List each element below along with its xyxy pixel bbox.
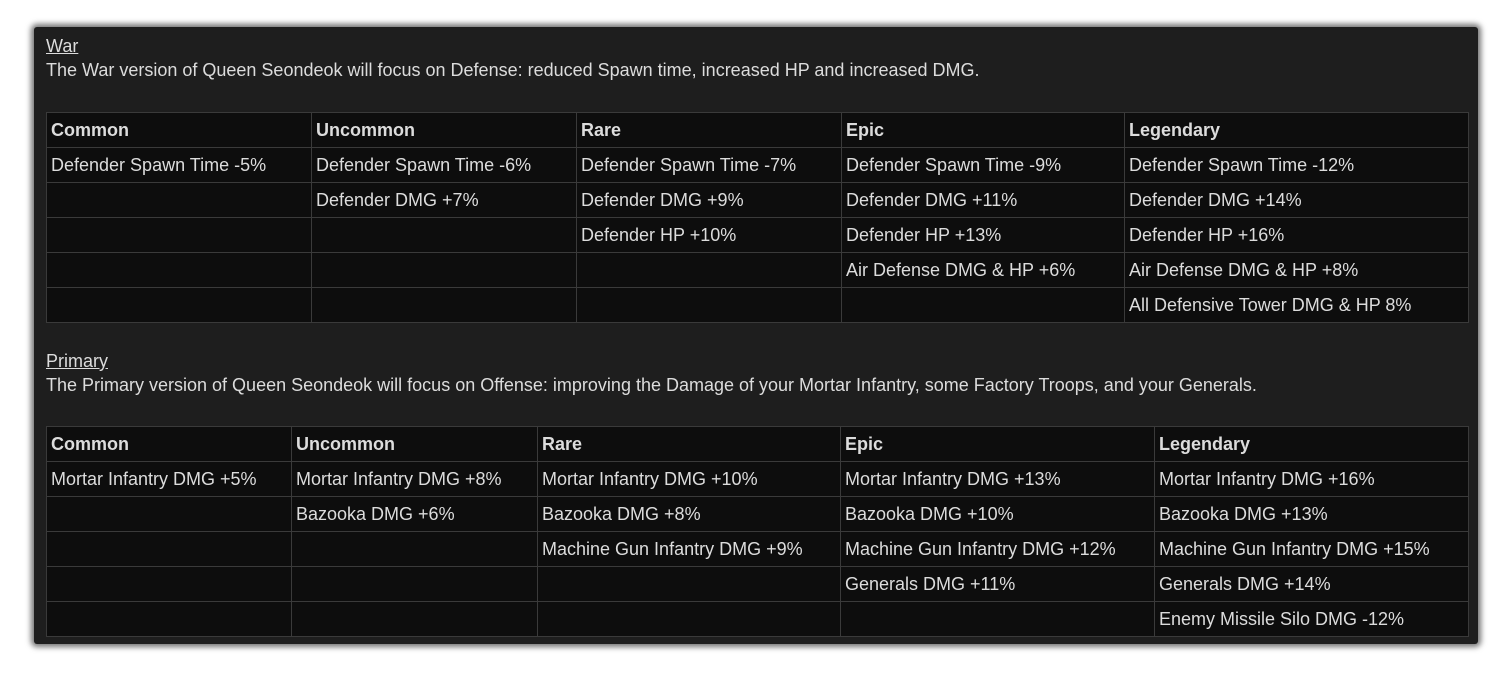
table-cell: Bazooka DMG +13% [1154, 496, 1469, 532]
table-header-row: Common Uncommon Rare Epic Legendary [46, 426, 1469, 462]
table-header-row: Common Uncommon Rare Epic Legendary [46, 112, 1469, 148]
header-uncommon: Uncommon [311, 112, 577, 148]
table-cell: Defender Spawn Time -7% [576, 147, 842, 183]
table-cell [840, 601, 1155, 637]
table-cell [311, 252, 577, 288]
table-cell: Machine Gun Infantry DMG +9% [537, 531, 841, 567]
table-cell: Mortar Infantry DMG +16% [1154, 461, 1469, 497]
table-cell: Bazooka DMG +10% [840, 496, 1155, 532]
table-cell [46, 566, 292, 602]
header-common: Common [46, 112, 312, 148]
header-rare: Rare [537, 426, 841, 462]
table-cell: Generals DMG +11% [840, 566, 1155, 602]
table-cell: Defender Spawn Time -6% [311, 147, 577, 183]
table-row: Bazooka DMG +6% Bazooka DMG +8% Bazooka … [46, 496, 1469, 532]
table-cell [576, 287, 842, 323]
table-cell: Defender HP +13% [841, 217, 1125, 253]
table-cell [46, 496, 292, 532]
table-cell: Mortar Infantry DMG +10% [537, 461, 841, 497]
table-cell [537, 601, 841, 637]
table-cell: Defender HP +10% [576, 217, 842, 253]
table-cell: Bazooka DMG +6% [291, 496, 538, 532]
war-title: War [46, 36, 79, 56]
table-row: Generals DMG +11% Generals DMG +14% [46, 566, 1469, 602]
primary-table: Common Uncommon Rare Epic Legendary Mort… [46, 426, 1469, 637]
table-cell: Mortar Infantry DMG +5% [46, 461, 292, 497]
table-cell: Defender DMG +9% [576, 182, 842, 218]
table-cell: Defender DMG +11% [841, 182, 1125, 218]
primary-title: Primary [46, 351, 108, 371]
table-cell [576, 252, 842, 288]
table-cell [46, 287, 312, 323]
table-cell: Enemy Missile Silo DMG -12% [1154, 601, 1469, 637]
header-epic: Epic [840, 426, 1155, 462]
table-cell: Defender DMG +7% [311, 182, 577, 218]
table-cell: Bazooka DMG +8% [537, 496, 841, 532]
table-cell: Machine Gun Infantry DMG +15% [1154, 531, 1469, 567]
table-row: Defender DMG +7% Defender DMG +9% Defend… [46, 182, 1469, 218]
table-row: Mortar Infantry DMG +5% Mortar Infantry … [46, 461, 1469, 497]
content-panel: War The War version of Queen Seondeok wi… [34, 27, 1478, 644]
table-cell: Defender Spawn Time -12% [1124, 147, 1469, 183]
table-cell: Defender Spawn Time -9% [841, 147, 1125, 183]
primary-section: Primary The Primary version of Queen Seo… [46, 350, 1257, 396]
table-cell [291, 601, 538, 637]
table-cell [46, 182, 312, 218]
war-table: Common Uncommon Rare Epic Legendary Defe… [46, 112, 1469, 323]
table-row: All Defensive Tower DMG & HP 8% [46, 287, 1469, 323]
header-rare: Rare [576, 112, 842, 148]
primary-description: The Primary version of Queen Seondeok wi… [46, 375, 1257, 395]
table-row: Defender HP +10% Defender HP +13% Defend… [46, 217, 1469, 253]
table-cell: Defender DMG +14% [1124, 182, 1469, 218]
table-cell: Mortar Infantry DMG +8% [291, 461, 538, 497]
table-cell: Defender Spawn Time -5% [46, 147, 312, 183]
table-cell [841, 287, 1125, 323]
table-cell: All Defensive Tower DMG & HP 8% [1124, 287, 1469, 323]
table-cell [46, 217, 312, 253]
table-row: Defender Spawn Time -5% Defender Spawn T… [46, 147, 1469, 183]
header-legendary: Legendary [1124, 112, 1469, 148]
table-row: Machine Gun Infantry DMG +9% Machine Gun… [46, 531, 1469, 567]
war-section: War The War version of Queen Seondeok wi… [46, 35, 980, 81]
table-row: Enemy Missile Silo DMG -12% [46, 601, 1469, 637]
table-cell: Defender HP +16% [1124, 217, 1469, 253]
table-cell: Air Defense DMG & HP +8% [1124, 252, 1469, 288]
table-cell [291, 531, 538, 567]
table-row: Air Defense DMG & HP +6% Air Defense DMG… [46, 252, 1469, 288]
table-cell [46, 531, 292, 567]
table-cell [46, 601, 292, 637]
table-cell [311, 287, 577, 323]
header-epic: Epic [841, 112, 1125, 148]
table-cell [311, 217, 577, 253]
header-uncommon: Uncommon [291, 426, 538, 462]
header-common: Common [46, 426, 292, 462]
table-cell [537, 566, 841, 602]
table-cell [46, 252, 312, 288]
table-cell [291, 566, 538, 602]
header-legendary: Legendary [1154, 426, 1469, 462]
table-cell: Mortar Infantry DMG +13% [840, 461, 1155, 497]
table-cell: Air Defense DMG & HP +6% [841, 252, 1125, 288]
table-cell: Machine Gun Infantry DMG +12% [840, 531, 1155, 567]
war-description: The War version of Queen Seondeok will f… [46, 60, 980, 80]
table-cell: Generals DMG +14% [1154, 566, 1469, 602]
